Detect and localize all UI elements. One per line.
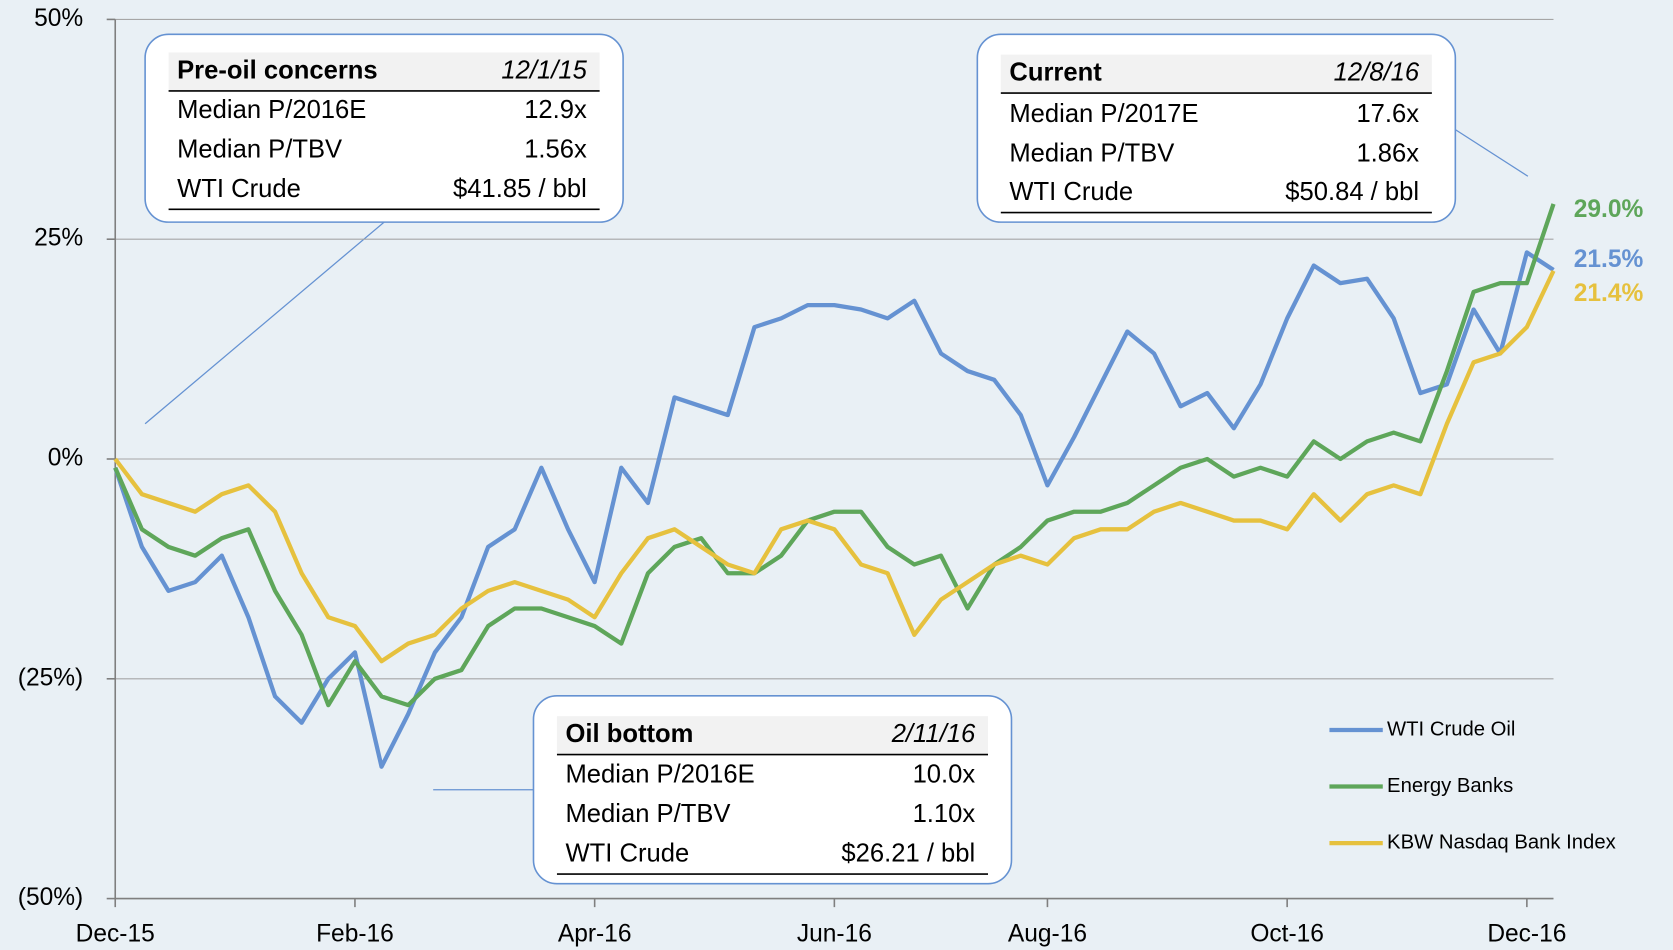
x-tick-label: Oct-16 — [1250, 920, 1324, 947]
annotation-row-value: $41.85 / bbl — [453, 175, 587, 203]
annotation-row-label: Median P/TBV — [565, 800, 730, 828]
annotation-row-value: 17.6x — [1356, 100, 1419, 128]
series-line — [113, 250, 1555, 769]
annotation-row-label: Median P/2016E — [565, 761, 754, 789]
annotation-title: Pre-oil concerns — [177, 56, 378, 84]
annotation-row-value: $50.84 / bbl — [1285, 178, 1419, 206]
annotation-row-label: WTI Crude — [1009, 178, 1133, 206]
leader-line — [1452, 127, 1529, 177]
annotation-date: 2/11/16 — [891, 720, 976, 748]
annotation-row-label: Median P/TBV — [177, 135, 342, 163]
annotation-row-label: Median P/2016E — [177, 96, 366, 124]
y-tick-label: (50%) — [18, 884, 83, 911]
legend-label: Energy Banks — [1387, 775, 1513, 797]
annotation-row-label: Median P/2017E — [1009, 100, 1198, 128]
annotation-header-bg — [1000, 54, 1432, 94]
end-label: 21.4% — [1574, 280, 1644, 307]
annotation-row-label: Median P/TBV — [1009, 140, 1174, 168]
end-label: 29.0% — [1574, 196, 1644, 223]
annotation-header-bg — [168, 52, 600, 91]
annotation-title: Current — [1009, 59, 1102, 87]
x-tick-label: Apr-16 — [558, 920, 632, 947]
legend-label: KBW Nasdaq Bank Index — [1387, 831, 1616, 853]
leader-line — [144, 221, 385, 425]
end-label: 21.5% — [1574, 246, 1644, 273]
annotation-row-label: WTI Crude — [177, 175, 301, 203]
y-tick-label: 50% — [34, 5, 83, 32]
annotation-row-value: 1.86x — [1356, 140, 1419, 168]
annotation-row-value: 12.9x — [524, 96, 587, 124]
annotation-row-value: $26.21 / bbl — [841, 840, 975, 868]
annotation-row-value: 10.0x — [913, 761, 976, 789]
x-tick-label: Dec-15 — [76, 920, 155, 947]
y-tick-label: 25% — [34, 225, 83, 252]
annotation-row-value: 1.10x — [913, 800, 976, 828]
y-tick-label: 0% — [48, 444, 83, 471]
annotation-date: 12/1/15 — [501, 56, 587, 84]
annotation-date: 12/8/16 — [1334, 59, 1420, 87]
annotation-row-value: 1.56x — [524, 135, 587, 163]
x-tick-label: Feb-16 — [316, 920, 394, 947]
annotation-header-bg — [556, 716, 989, 755]
series-line — [113, 269, 1556, 664]
legend-label: WTI Crude Oil — [1387, 718, 1515, 740]
annotation-row-label: WTI Crude — [565, 840, 689, 868]
x-tick-label: Jun-16 — [797, 920, 872, 947]
x-tick-label: Aug-16 — [1008, 920, 1087, 947]
y-tick-label: (25%) — [18, 664, 83, 691]
series-line — [113, 203, 1556, 708]
x-tick-label: Dec-16 — [1487, 920, 1566, 947]
annotation-title: Oil bottom — [565, 720, 693, 748]
